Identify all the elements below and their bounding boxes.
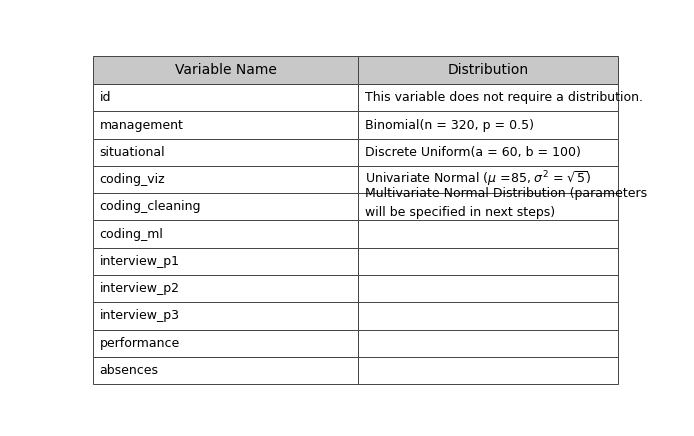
Text: Univariate Normal ($\mu$ =85, $\sigma^2$ = $\sqrt{5}$): Univariate Normal ($\mu$ =85, $\sigma^2$…	[365, 170, 591, 189]
Text: interview_p2: interview_p2	[100, 282, 180, 295]
Bar	[93, 56, 358, 84]
Text: id: id	[100, 91, 111, 104]
Bar	[358, 166, 618, 193]
Text: coding_viz: coding_viz	[100, 173, 165, 186]
Bar	[93, 248, 358, 275]
Bar	[93, 84, 358, 112]
Text: Variable Name: Variable Name	[175, 63, 277, 77]
Bar	[93, 112, 358, 139]
Text: management: management	[100, 119, 183, 132]
Bar	[93, 330, 358, 357]
Bar	[93, 357, 358, 384]
Text: Discrete Uniform(a = 60, b = 100): Discrete Uniform(a = 60, b = 100)	[365, 146, 581, 159]
Text: situational: situational	[100, 146, 165, 159]
Bar	[93, 302, 358, 330]
Text: interview_p1: interview_p1	[100, 255, 180, 268]
Text: This variable does not require a distribution.: This variable does not require a distrib…	[365, 91, 643, 104]
Bar	[358, 139, 618, 166]
Text: coding_ml: coding_ml	[100, 228, 164, 241]
Bar	[93, 193, 358, 221]
Text: Multivariate Normal Distribution (parameters
will be specified in next steps): Multivariate Normal Distribution (parame…	[365, 187, 647, 219]
Bar	[93, 139, 358, 166]
Text: absences: absences	[100, 364, 159, 377]
Bar	[93, 275, 358, 302]
Bar	[358, 112, 618, 139]
Text: Distribution: Distribution	[448, 63, 529, 77]
Bar	[93, 221, 358, 248]
Bar	[358, 193, 618, 384]
Bar	[93, 166, 358, 193]
Text: Binomial(n = 320, p = 0.5): Binomial(n = 320, p = 0.5)	[365, 119, 534, 132]
Text: interview_p3: interview_p3	[100, 310, 180, 322]
Text: performance: performance	[100, 337, 180, 350]
Bar	[358, 56, 618, 84]
Bar	[358, 84, 618, 112]
Text: coding_cleaning: coding_cleaning	[100, 201, 201, 213]
